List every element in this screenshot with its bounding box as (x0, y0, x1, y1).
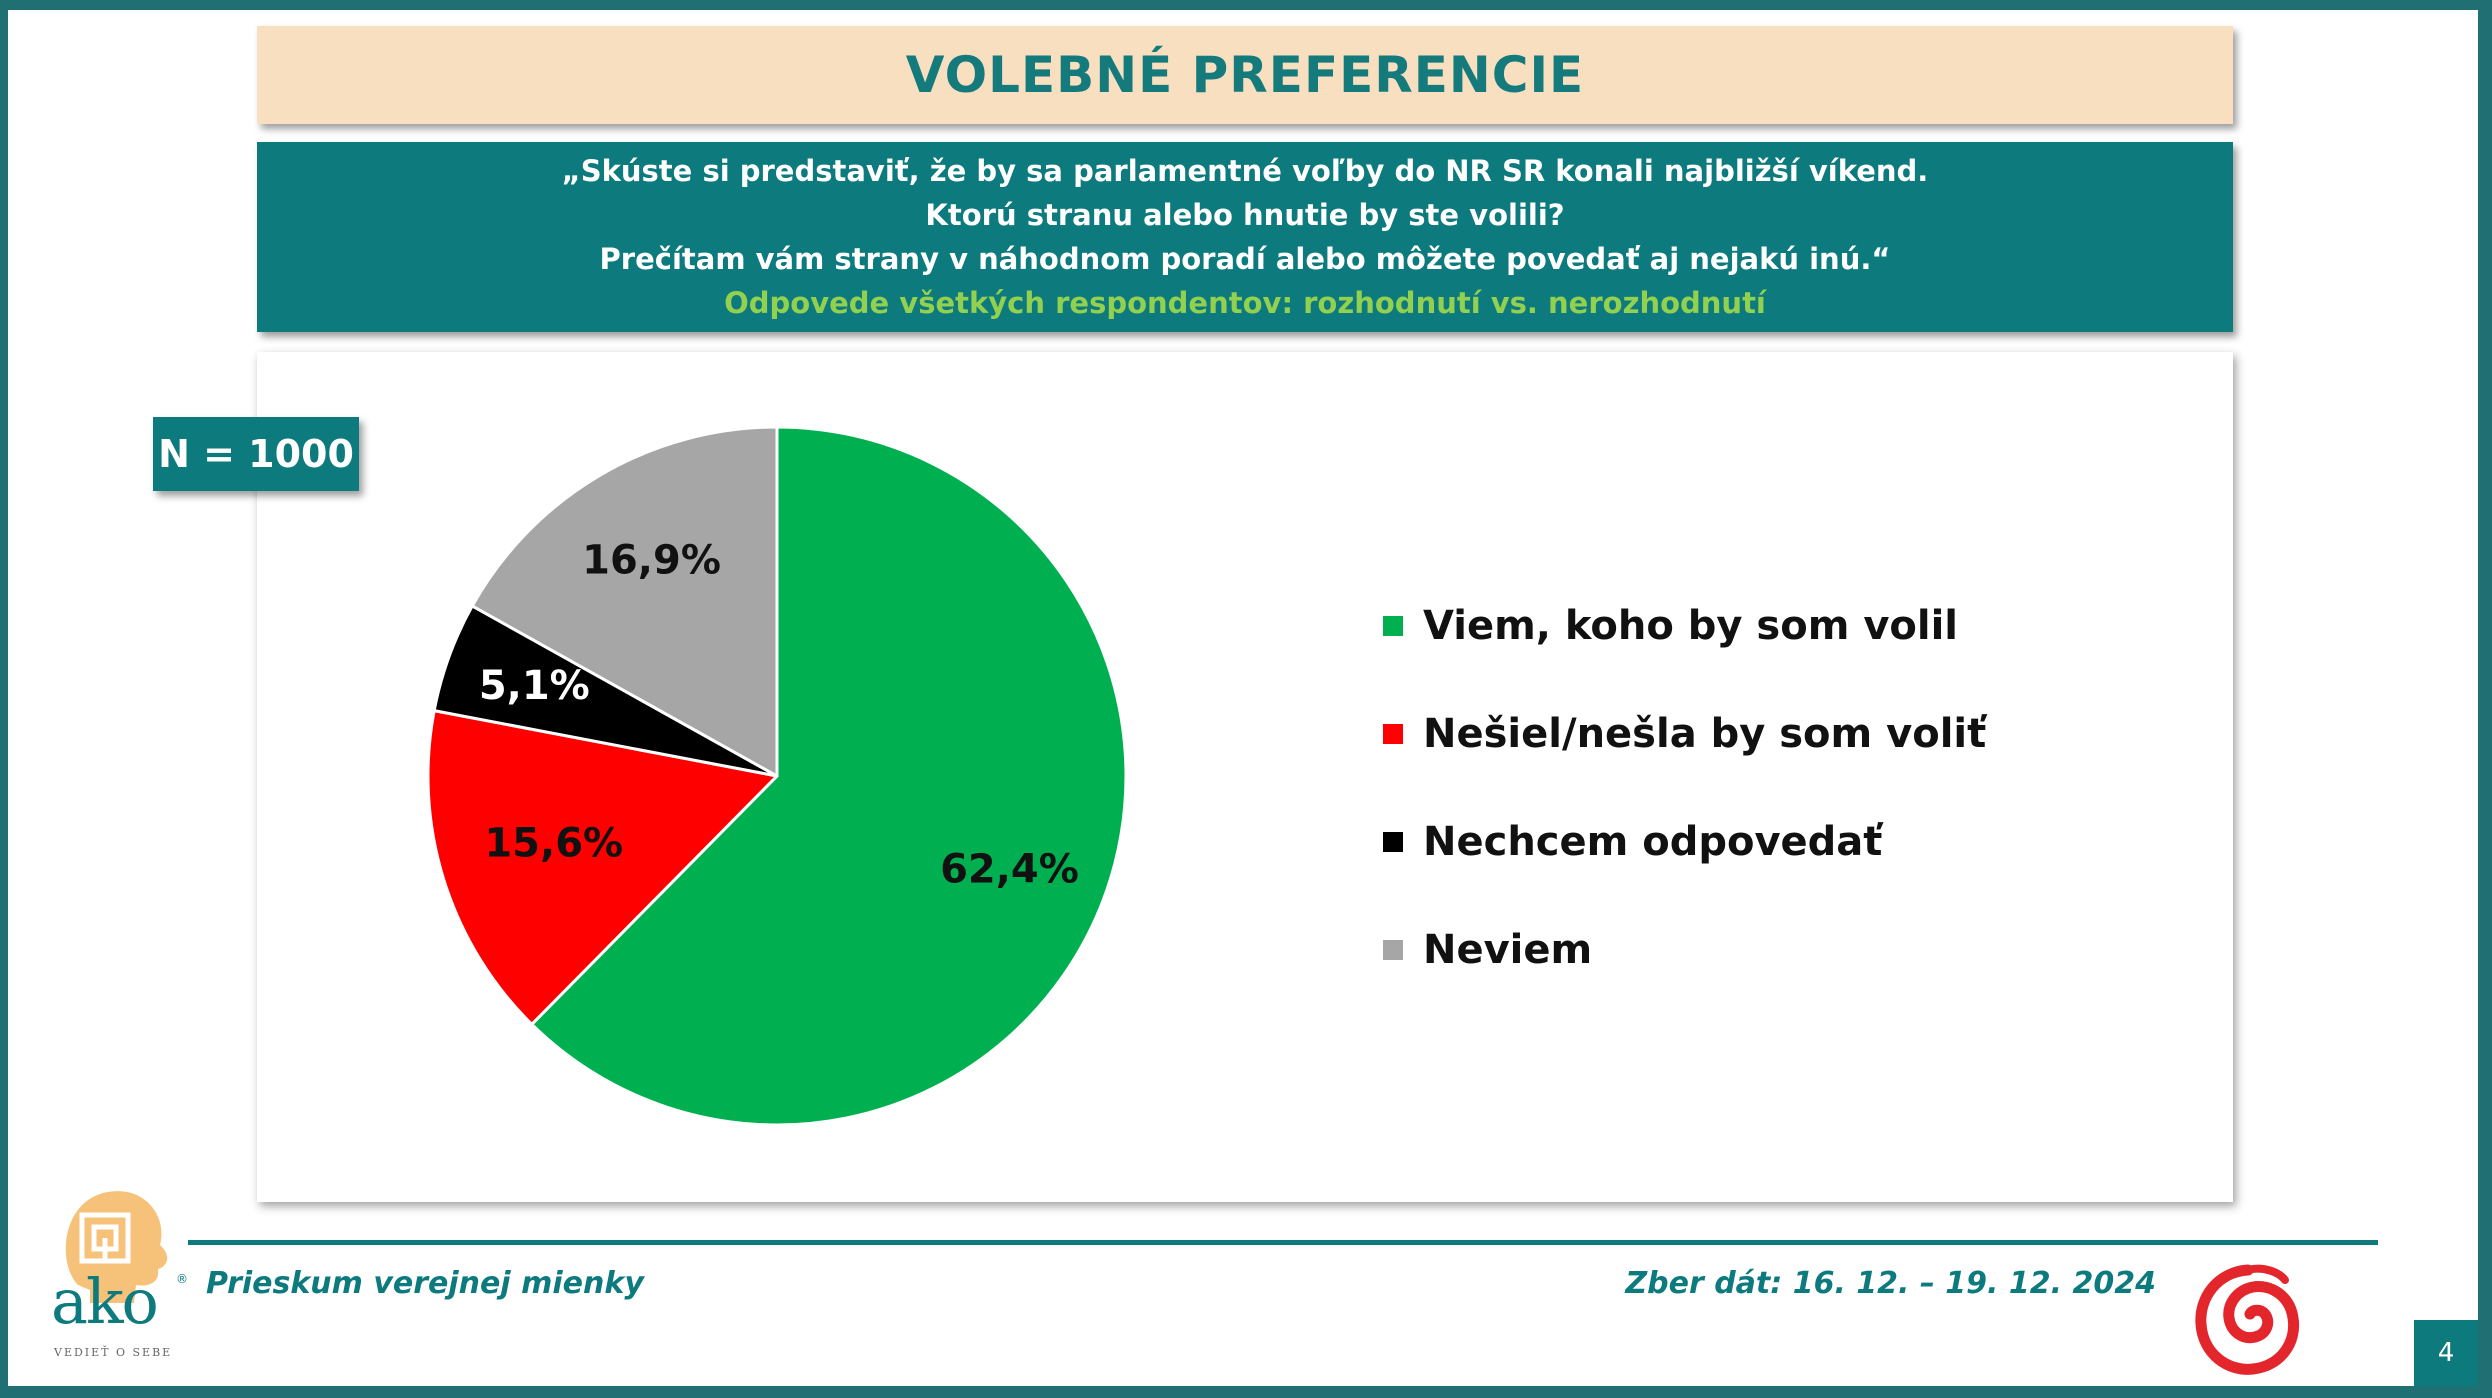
footer-date-range: Zber dát: 16. 12. – 19. 12. 2024 (1625, 1266, 2156, 1301)
footer-divider (188, 1240, 2378, 1245)
legend-label-decided: Viem, koho by som volil (1423, 603, 1958, 649)
ako-head-logo-icon (65, 1191, 168, 1303)
pie-chart: 62,4% 15,6% 5,1% 16,9% (426, 425, 1128, 1127)
pie-slice-decided (530, 425, 1128, 1127)
legend-swatch-decided (1383, 616, 1403, 636)
page-number: 4 (2414, 1320, 2478, 1386)
sample-size-badge: N = 1000 (153, 417, 359, 491)
question-box: „Skúste si predstaviť, že by sa parlamen… (257, 142, 2233, 332)
legend-swatch-not-voting (1383, 724, 1403, 744)
legend-item-undecided: Neviem (1383, 896, 1986, 1004)
legend-label-not-voting: Nešiel/nešla by som voliť (1423, 711, 1987, 757)
pie-label-undecided: 16,9% (582, 537, 721, 583)
pie-label-not-voting: 15,6% (484, 820, 623, 866)
legend-item-refused: Nechcem odpovedať (1383, 788, 1986, 896)
legend-item-not-voting: Nešiel/nešla by som voliť (1383, 680, 1986, 788)
footer-survey-label: Prieskum verejnej mienky (206, 1266, 644, 1301)
chart-legend: Viem, koho by som volil Nešiel/nešla by … (1383, 572, 1986, 1004)
pie-slice-not-voting (426, 709, 779, 1026)
ako-registered-mark: ® (176, 1272, 188, 1286)
legend-label-undecided: Neviem (1423, 927, 1593, 973)
pie-slice-undecided (470, 425, 779, 778)
swirl-logo-icon (2195, 1264, 2300, 1375)
legend-swatch-undecided (1383, 940, 1403, 960)
question-line-2: Ktorú stranu alebo hnutie by ste volili? (925, 198, 1565, 232)
question-line-1: „Skúste si predstaviť, že by sa parlamen… (561, 154, 1929, 188)
legend-swatch-refused (1383, 832, 1403, 852)
question-subtitle: Odpovede všetkých respondentov: rozhodnu… (724, 286, 1766, 320)
page-title: VOLEBNÉ PREFERENCIE (257, 26, 2233, 124)
chart-panel: 62,4% 15,6% 5,1% 16,9% Viem, koho by som vo… (257, 352, 2233, 1202)
ako-logo-text: ako (51, 1265, 159, 1338)
question-line-3: Prečítam vám strany v náhodnom poradí al… (599, 242, 1891, 276)
pie-label-refused: 5,1% (479, 663, 590, 709)
pie-label-decided: 62,4% (940, 846, 1079, 892)
slide: VOLEBNÉ PREFERENCIE „Skúste si predstavi… (8, 10, 2478, 1386)
legend-label-refused: Nechcem odpovedať (1423, 819, 1883, 865)
ako-tagline: VEDIEŤ O SEBE (54, 1346, 173, 1359)
legend-item-decided: Viem, koho by som volil (1383, 572, 1986, 680)
